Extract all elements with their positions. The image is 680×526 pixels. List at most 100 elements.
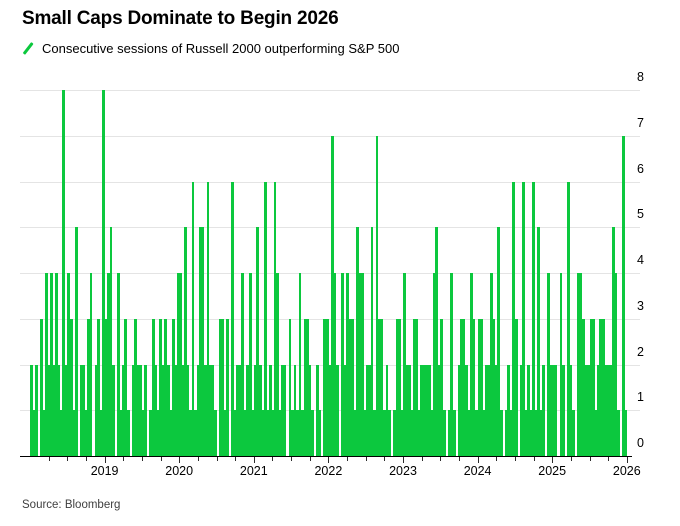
bar xyxy=(89,273,93,456)
x-tick-minor xyxy=(440,457,442,461)
legend-label: Consecutive sessions of Russell 2000 out… xyxy=(42,40,400,56)
bar xyxy=(82,364,85,456)
bar xyxy=(253,364,257,456)
x-axis-label-2023: 2023 xyxy=(389,464,417,478)
bar xyxy=(139,364,143,456)
bar xyxy=(47,364,51,456)
bar xyxy=(587,364,590,456)
y-axis-label-8: 8 xyxy=(637,70,644,84)
bar xyxy=(79,364,83,456)
bar xyxy=(452,410,456,456)
bar xyxy=(296,410,299,456)
bar xyxy=(534,410,538,456)
x-tick-minor xyxy=(216,457,218,461)
x-tick-major-2022 xyxy=(328,457,330,463)
bar xyxy=(497,227,501,456)
x-tick-major-2025 xyxy=(552,457,554,463)
bar xyxy=(328,364,332,456)
bar xyxy=(465,364,468,456)
x-tick-minor xyxy=(496,457,498,461)
bar xyxy=(154,364,158,456)
bar xyxy=(149,410,153,456)
bar xyxy=(161,364,165,456)
bar xyxy=(271,410,274,456)
bar xyxy=(485,364,488,456)
bar xyxy=(62,90,66,456)
bar xyxy=(204,364,207,456)
bar xyxy=(273,181,277,456)
bar xyxy=(442,410,446,456)
bar xyxy=(569,364,573,456)
bar xyxy=(134,318,138,456)
bar xyxy=(427,364,431,456)
bar xyxy=(102,90,105,456)
bar xyxy=(415,318,419,456)
x-tick-minor xyxy=(85,457,87,461)
bar xyxy=(94,364,98,456)
bar xyxy=(582,318,585,456)
bar xyxy=(594,410,598,456)
bar xyxy=(375,135,379,456)
bar xyxy=(226,318,230,456)
bar xyxy=(340,273,344,456)
bar xyxy=(383,410,386,456)
y-axis-label-6: 6 xyxy=(637,161,644,176)
bar xyxy=(131,364,135,456)
x-tick-major-2026 xyxy=(626,457,628,463)
x-tick-major-2019 xyxy=(104,457,106,463)
bar xyxy=(199,227,202,456)
x-tick-minor xyxy=(533,457,535,461)
bar xyxy=(477,318,481,456)
bar xyxy=(44,273,48,456)
bar xyxy=(509,410,513,456)
x-tick-major-2023 xyxy=(403,457,404,463)
bar xyxy=(333,273,337,456)
bar xyxy=(141,410,145,456)
bar xyxy=(243,410,247,456)
bar xyxy=(363,410,366,456)
bar xyxy=(522,181,526,456)
bar xyxy=(84,410,88,456)
x-tick-minor xyxy=(160,457,162,461)
bar xyxy=(480,318,483,456)
gridline-4 xyxy=(20,273,640,274)
bar xyxy=(549,364,553,456)
bar xyxy=(596,364,600,456)
bar xyxy=(345,273,349,456)
gridline-8 xyxy=(20,90,640,91)
bar xyxy=(490,273,493,456)
bar xyxy=(519,364,523,456)
bar xyxy=(42,410,46,456)
bar xyxy=(435,227,439,456)
gridline-5 xyxy=(20,227,640,229)
bar xyxy=(241,273,245,456)
bar xyxy=(298,273,302,456)
bar xyxy=(293,364,297,456)
bar xyxy=(532,181,536,456)
bar xyxy=(112,364,115,456)
bar xyxy=(591,318,595,456)
bar xyxy=(412,318,416,456)
bar xyxy=(572,410,575,456)
bar xyxy=(49,273,53,456)
x-axis-line xyxy=(20,456,632,457)
bar xyxy=(430,410,434,456)
bar xyxy=(410,410,414,456)
bar xyxy=(398,318,401,456)
bar xyxy=(614,273,618,456)
bar xyxy=(258,364,262,456)
bar xyxy=(358,273,362,456)
bar xyxy=(281,364,284,456)
bar xyxy=(64,364,68,456)
bar xyxy=(512,181,516,456)
bar xyxy=(179,273,182,456)
bar xyxy=(238,364,242,456)
bar xyxy=(609,364,613,456)
chart-title: Small Caps Dominate to Begin 2026 xyxy=(22,8,339,29)
bar xyxy=(67,273,71,456)
bar xyxy=(547,273,550,456)
bar xyxy=(233,410,237,456)
bar xyxy=(104,318,108,456)
